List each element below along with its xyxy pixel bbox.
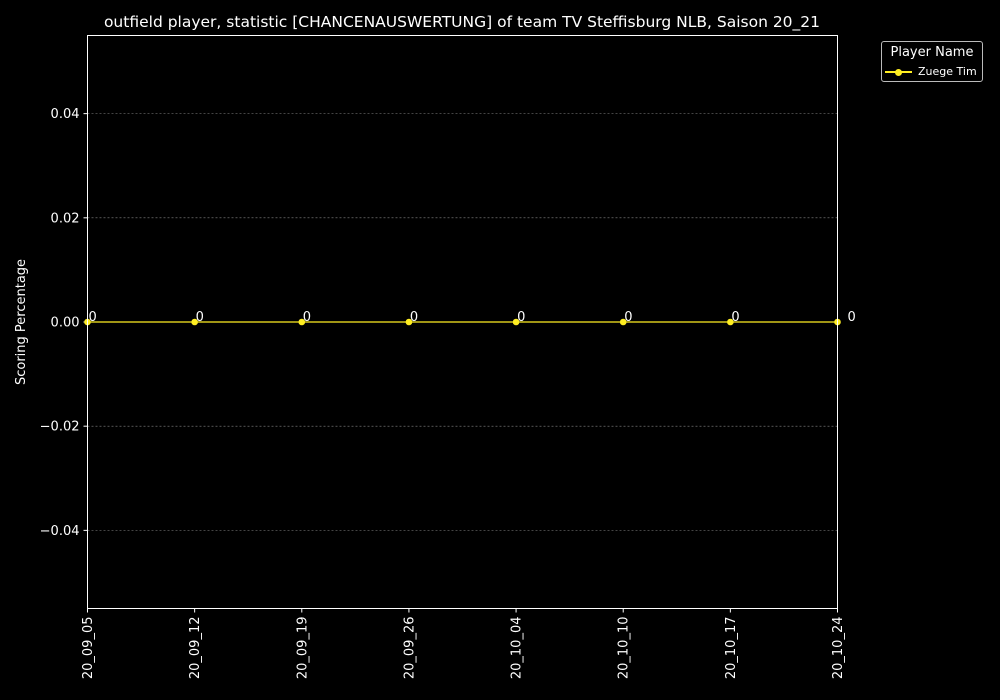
data-point	[512, 318, 520, 326]
x-axis-ticks: 20_09_05 20_09_12 20_09_19 20_09_26 20_10_04…	[81, 608, 846, 680]
y-axis-ticks: −0.04 −0.02 0.00 0.02 0.04	[40, 107, 88, 539]
x-tick-label: 20_10_10	[617, 617, 632, 680]
data-label: 0	[303, 310, 311, 325]
y-tick-label: 0.04	[51, 107, 80, 122]
series-lines: 0 0 0 0 0 0 0 0	[84, 310, 856, 326]
data-point	[298, 318, 306, 326]
data-label: 0	[89, 310, 97, 325]
x-tick-label: 20_09_12	[188, 617, 203, 680]
data-label: 0	[848, 310, 856, 325]
legend-title: Player Name	[890, 45, 974, 60]
y-tick-label: −0.04	[40, 524, 80, 539]
x-tick-label: 20_10_24	[831, 617, 846, 680]
y-tick-label: −0.02	[40, 420, 80, 435]
x-tick-label: 20_09_19	[295, 617, 310, 680]
x-tick-label: 20_09_26	[402, 617, 417, 680]
chart-title: outfield player, statistic [CHANCENAUSWE…	[104, 13, 820, 32]
data-label: 0	[624, 310, 632, 325]
plot-frame	[87, 35, 838, 609]
data-label: 0	[517, 310, 525, 325]
data-label: 0	[196, 310, 204, 325]
data-point	[405, 318, 413, 326]
legend-entry: Zuege Tim	[885, 65, 983, 79]
data-point	[727, 318, 734, 326]
legend: Player Name Zuege Tim	[881, 41, 983, 82]
y-axis-label: Scoring Percentage	[14, 259, 29, 385]
y-tick-label: 0.02	[51, 211, 80, 226]
data-point	[191, 318, 198, 326]
data-label: 0	[731, 310, 739, 325]
legend-marker-swatch	[895, 68, 902, 76]
x-tick-label: 20_09_05	[81, 617, 96, 680]
data-point	[619, 318, 627, 326]
y-tick-label: 0.00	[51, 316, 80, 331]
x-tick-label: 20_10_17	[724, 617, 739, 680]
x-tick-label: 20_10_04	[510, 617, 525, 680]
legend-label: Zuege Tim	[918, 65, 977, 78]
data-label: 0	[410, 310, 418, 325]
